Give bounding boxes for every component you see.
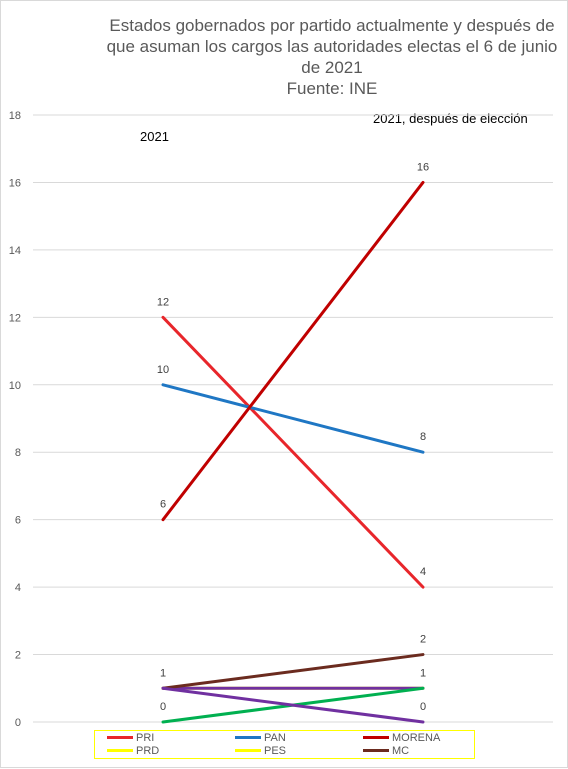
legend-label-pes: PES bbox=[264, 745, 287, 757]
legend-item-mc: MC bbox=[363, 745, 409, 758]
y-tick-label-16: 16 bbox=[9, 177, 21, 189]
y-tick-label-12: 12 bbox=[9, 312, 21, 324]
legend-label-morena: MORENA bbox=[392, 732, 441, 744]
y-tick-label-0: 0 bbox=[15, 717, 21, 729]
data-label-pes-0: 1 bbox=[160, 667, 166, 679]
legend-label-pri: PRI bbox=[136, 732, 155, 744]
series-line-pri bbox=[161, 315, 425, 589]
series-line-mc bbox=[161, 653, 425, 690]
legend-item-pan: PAN bbox=[235, 732, 286, 745]
legend-label-prd: PRD bbox=[136, 745, 160, 757]
chart-title-line-2: que asuman los cargos las autoridades el… bbox=[106, 37, 558, 56]
data-label-morena-0: 6 bbox=[160, 499, 166, 511]
data-label-pri-0: 12 bbox=[157, 296, 169, 308]
legend-swatch-pes bbox=[235, 748, 261, 752]
data-label-pan-1: 8 bbox=[420, 431, 426, 443]
chart-legend: PRI PAN MORENA PRD PES MC bbox=[94, 730, 475, 759]
legend-swatch-morena bbox=[363, 735, 389, 739]
chart-title-line-3: de 2021 bbox=[301, 58, 363, 77]
chart-title: Estados gobernados por partido actualmen… bbox=[101, 15, 563, 99]
legend-label-mc: MC bbox=[392, 745, 410, 757]
legend-item-prd: PRD bbox=[107, 745, 159, 758]
legend-item-pes: PES bbox=[235, 745, 286, 758]
legend-swatch-pan bbox=[235, 735, 261, 739]
y-tick-label-8: 8 bbox=[15, 447, 21, 459]
legend-item-morena: MORENA bbox=[363, 732, 440, 745]
legend-item-pri: PRI bbox=[107, 732, 154, 745]
legend-label-pan: PAN bbox=[264, 732, 286, 744]
legend-swatch-prd bbox=[107, 748, 133, 752]
data-label-series-7-0: 0 bbox=[160, 701, 166, 713]
chart-title-line-4: Fuente: INE bbox=[286, 79, 378, 98]
legend-swatch-mc bbox=[363, 748, 389, 752]
data-label-morena-1: 16 bbox=[417, 161, 429, 173]
data-label-pri-1: 4 bbox=[420, 566, 426, 578]
data-label-pes-1: 1 bbox=[420, 667, 426, 679]
chart-title-line-1: Estados gobernados por partido actualmen… bbox=[109, 16, 555, 35]
y-tick-label-4: 4 bbox=[15, 582, 21, 594]
series-line-morena bbox=[161, 180, 425, 522]
y-tick-label-6: 6 bbox=[15, 515, 21, 527]
y-tick-label-18: 18 bbox=[9, 110, 21, 122]
y-tick-label-10: 10 bbox=[9, 380, 21, 392]
legend-swatch-pri bbox=[107, 735, 133, 739]
y-tick-label-2: 2 bbox=[15, 650, 21, 662]
data-label-pan-0: 10 bbox=[157, 364, 169, 376]
y-tick-label-14: 14 bbox=[9, 245, 21, 257]
data-label-series-8-1: 0 bbox=[420, 701, 426, 713]
series-line-pan bbox=[161, 383, 425, 454]
category-label-2021: 2021 bbox=[140, 129, 169, 144]
data-label-mc-1: 2 bbox=[420, 634, 426, 646]
series-line-series-8 bbox=[161, 686, 425, 724]
